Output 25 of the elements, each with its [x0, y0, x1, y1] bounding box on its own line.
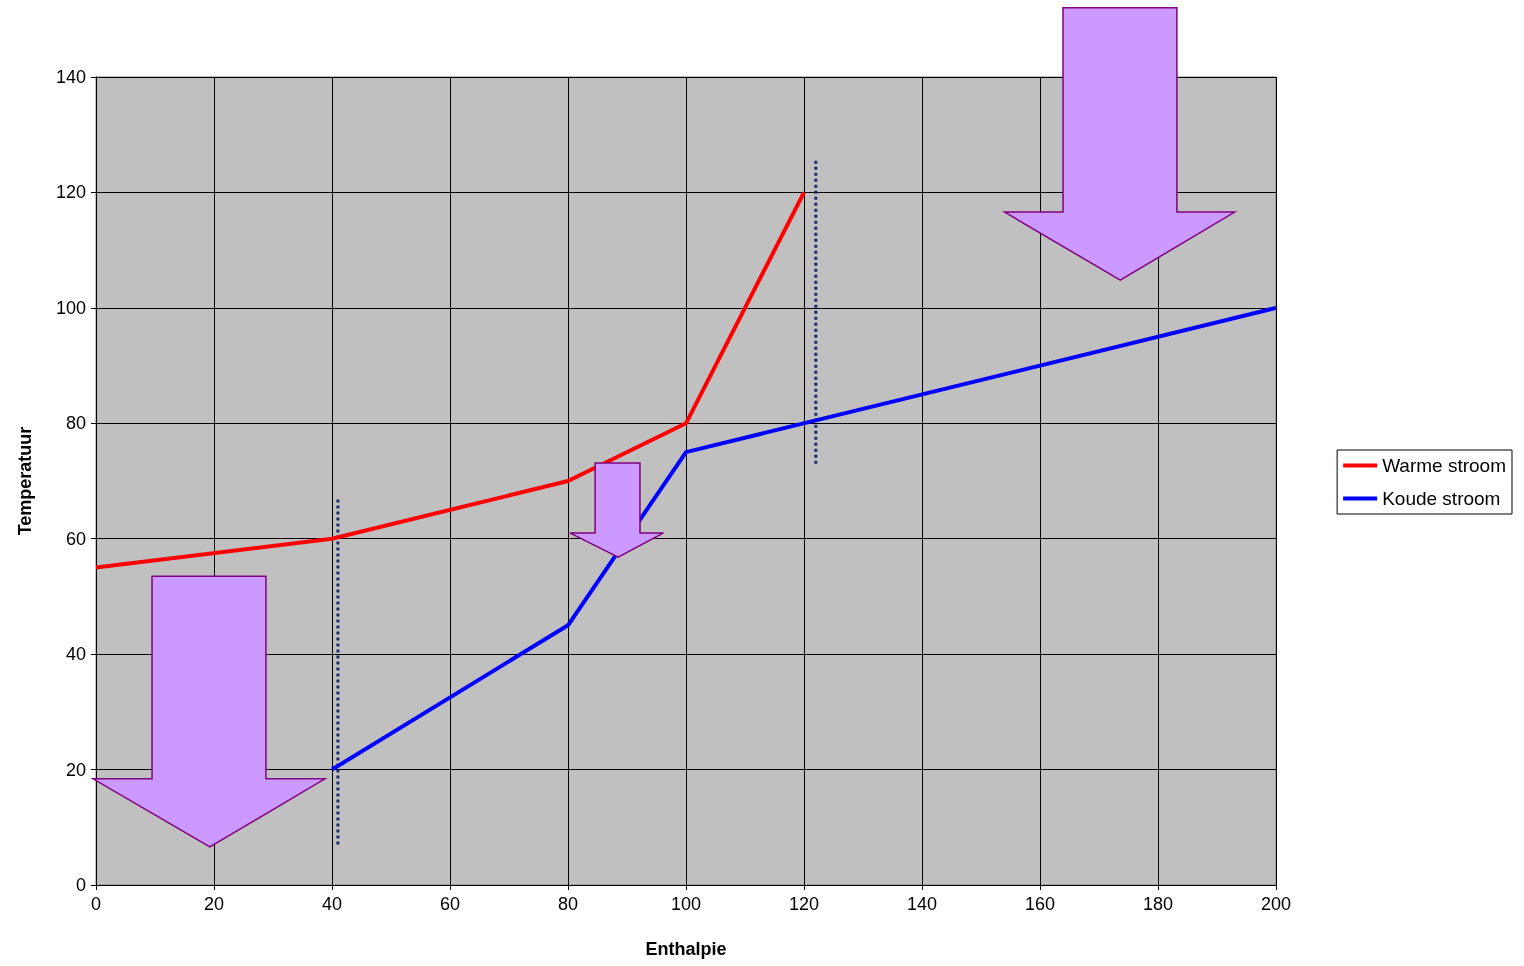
- legend-label: Warme stroom: [1382, 455, 1507, 476]
- y-tick-label: 20: [65, 759, 86, 780]
- y-tick-label: 40: [65, 644, 86, 665]
- line-series: [330, 305, 1278, 772]
- x-tick-label: 200: [1260, 894, 1292, 914]
- y-tick-label: 60: [65, 528, 86, 549]
- y-tick-label: 120: [55, 182, 86, 203]
- x-tick-label: 60: [439, 894, 461, 914]
- x-axis-title: Enthalpie: [645, 939, 727, 959]
- y-tick-label: 80: [65, 413, 86, 434]
- x-tick-label: 140: [906, 894, 938, 914]
- y-axis-title: Temperatuur: [15, 426, 35, 536]
- y-tick-label: 140: [55, 67, 86, 87]
- x-tick-label: 80: [557, 894, 579, 914]
- x-tick-label: 0: [90, 894, 102, 914]
- y-tick-label: 0: [75, 875, 86, 895]
- x-tick-label: 120: [788, 894, 820, 914]
- x-tick-label: 20: [203, 894, 225, 914]
- legend-label: Koude stroom: [1382, 488, 1501, 509]
- x-tick-label: 40: [321, 894, 343, 914]
- x-tick-label: 180: [1142, 894, 1174, 914]
- line-series: [94, 190, 806, 570]
- x-tick-label: 100: [670, 894, 702, 914]
- y-tick-label: 100: [55, 297, 86, 318]
- x-tick-label: 160: [1024, 894, 1056, 914]
